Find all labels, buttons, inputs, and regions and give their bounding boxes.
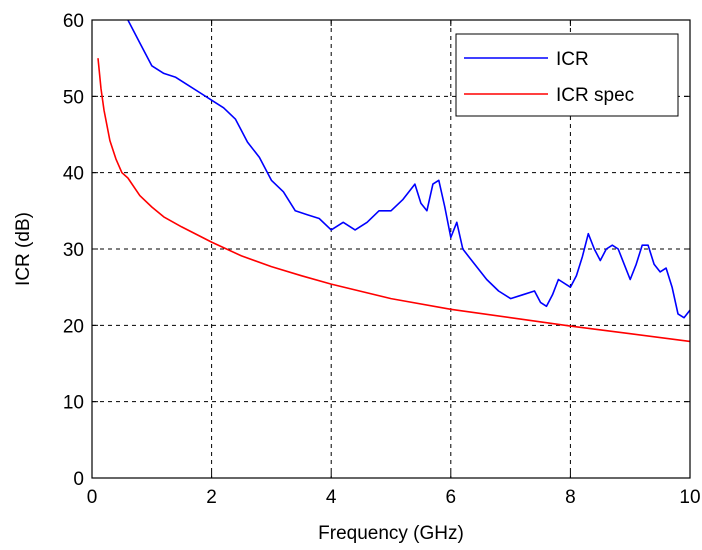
y-axis-label: ICR (dB) [13, 212, 34, 286]
x-axis-label: Frequency (GHz) [318, 523, 464, 544]
legend-box [455, 33, 679, 117]
y-tick-label: 0 [73, 469, 84, 490]
x-tick-label: 6 [446, 487, 457, 508]
y-tick-label: 20 [63, 316, 84, 337]
legend-label-icr: ICR [556, 49, 589, 70]
x-tick-label: 10 [679, 487, 700, 508]
series-line-icr [127, 19, 691, 319]
y-tick-label: 10 [63, 393, 84, 414]
data-lines [97, 19, 691, 343]
ticks [91, 19, 691, 479]
grid [92, 20, 690, 478]
y-tick-label: 40 [63, 164, 84, 185]
y-tick-label: 60 [63, 11, 84, 32]
y-tick-label: 50 [63, 87, 84, 108]
x-tick-label: 8 [565, 487, 576, 508]
series-line-icr-spec [97, 58, 691, 343]
tick-labels: 0 2 4 6 8 10 0 10 20 30 40 50 60 [63, 11, 701, 508]
x-tick-label: 0 [87, 487, 98, 508]
x-tick-label: 2 [206, 487, 217, 508]
legend: ICR ICR spec [455, 33, 679, 117]
legend-label-icr-spec: ICR spec [556, 85, 634, 106]
y-tick-label: 30 [63, 240, 84, 261]
x-tick-label: 4 [326, 487, 337, 508]
